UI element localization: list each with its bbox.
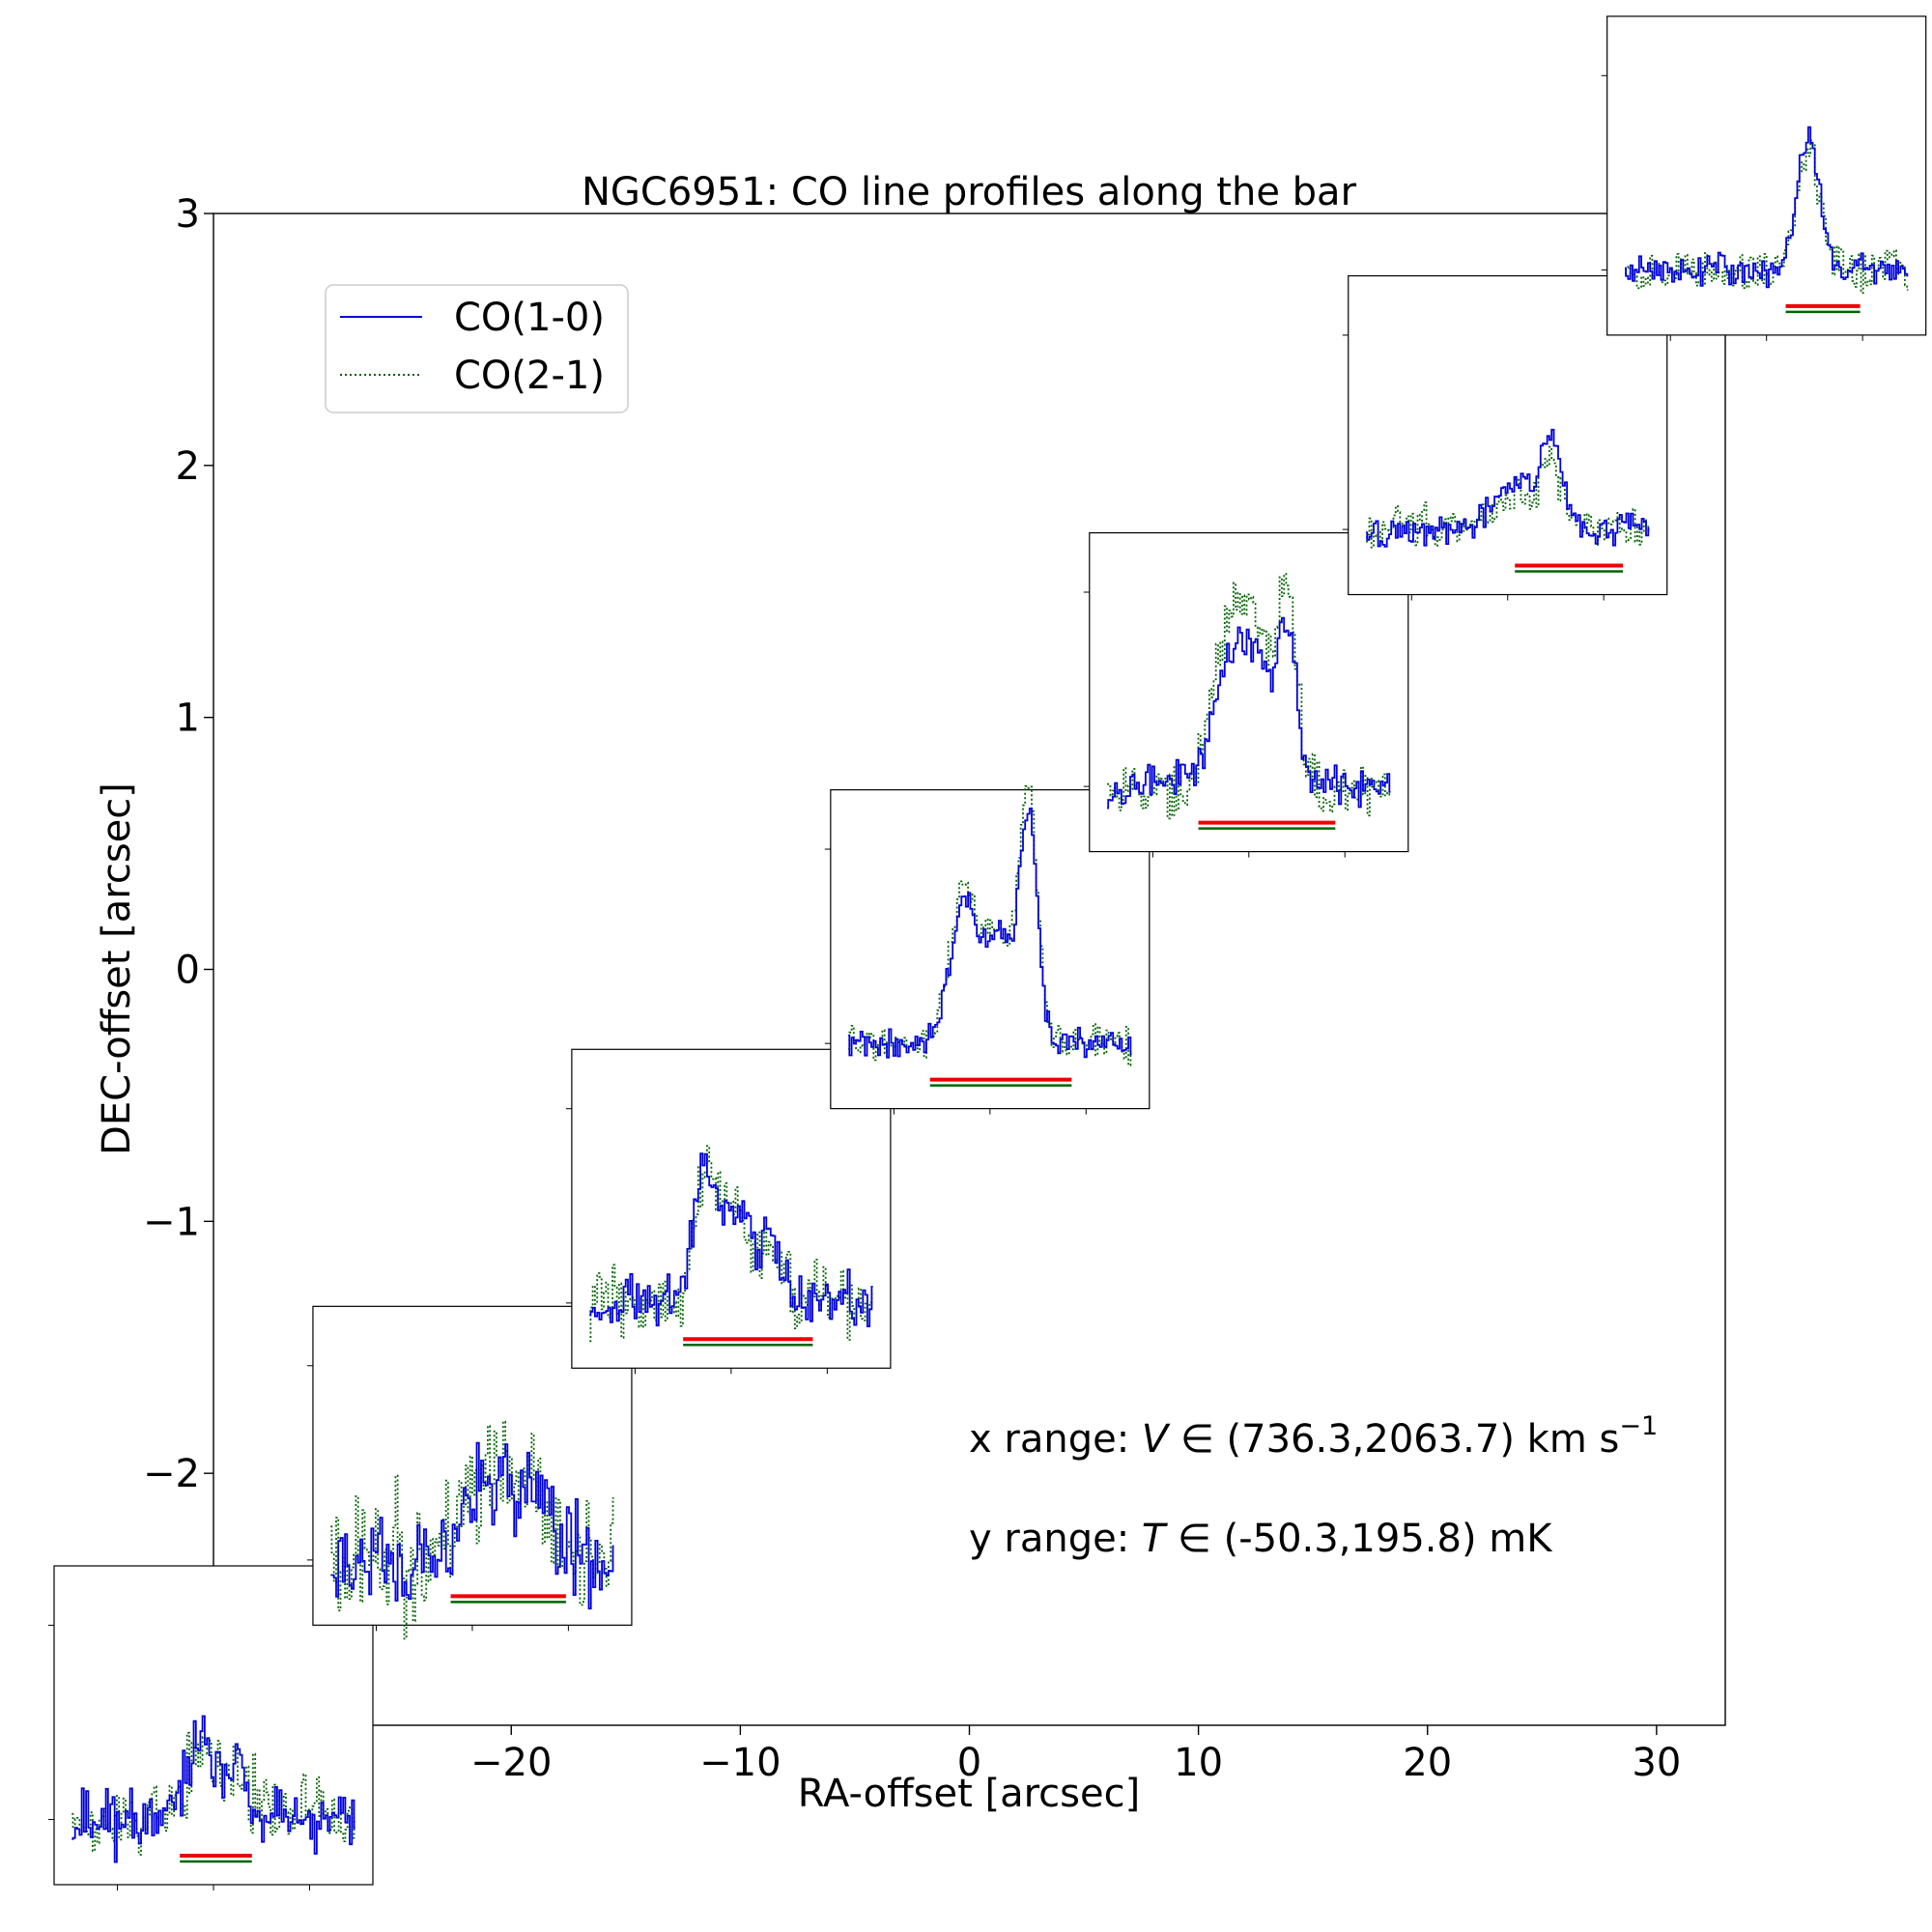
- co21-profile: [1366, 445, 1650, 549]
- x-tick-label: −10: [699, 1741, 781, 1785]
- x-axis-ticks: −20 −10 0 10 20 30: [470, 1725, 1681, 1785]
- legend-co10-label: CO(1-0): [454, 296, 605, 340]
- inset-bar-position-7: [1601, 15, 1927, 341]
- y-tick-label: 2: [176, 444, 200, 489]
- y-range-annotation: y range: T ∈ (-50.3,195.8) mK: [969, 1517, 1553, 1561]
- inset-spectra: [48, 15, 1927, 1890]
- co10-profile: [848, 808, 1132, 1059]
- chart-title: NGC6951: CO line profiles along the bar: [582, 170, 1357, 214]
- co10-profile: [1625, 126, 1909, 289]
- co10-profile: [1107, 616, 1391, 810]
- x-tick-label: 0: [957, 1741, 981, 1785]
- x-tick-label: 10: [1174, 1741, 1223, 1785]
- y-tick-label: 0: [176, 949, 200, 993]
- legend: CO(1-0) CO(2-1): [325, 284, 629, 413]
- x-tick-label: −20: [470, 1741, 552, 1785]
- y-tick-label: 1: [176, 696, 200, 741]
- x-axis-label: RA-offset [arcsec]: [798, 1772, 1140, 1816]
- y-axis-label: DEC-offset [arcsec]: [95, 782, 139, 1155]
- co10-profile: [330, 1441, 614, 1610]
- y-tick-label: 3: [176, 192, 200, 237]
- y-tick-label: −1: [143, 1200, 200, 1244]
- co10-profile: [589, 1152, 873, 1327]
- x-tick-label: 20: [1403, 1741, 1452, 1785]
- co10-profile: [1366, 428, 1650, 548]
- x-range-annotation: x range: V ∈ (736.3,2063.7) km s−1: [969, 1411, 1658, 1462]
- co10-profile: [71, 1715, 355, 1863]
- y-axis-ticks: −2 −1 0 1 2 3: [143, 192, 213, 1496]
- y-tick-label: −2: [143, 1452, 200, 1496]
- x-tick-label: 30: [1632, 1741, 1681, 1785]
- legend-co21-label: CO(2-1): [454, 354, 605, 398]
